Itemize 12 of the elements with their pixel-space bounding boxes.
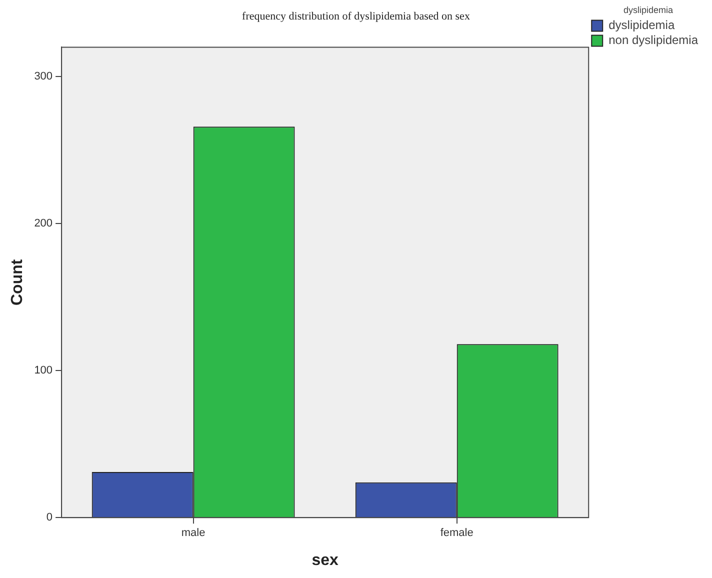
chart-title: frequency distribution of dyslipidemia based on sex: [242, 10, 470, 22]
y-tick-label: 300: [34, 70, 53, 83]
x-tick-label: female: [440, 527, 474, 540]
y-axis-title: Count: [9, 258, 26, 306]
x-tick-label: male: [181, 527, 206, 540]
legend-label: non dyslipidemia: [608, 33, 698, 48]
x-axis-title: sex: [312, 552, 339, 569]
y-tick-label: 100: [34, 364, 53, 377]
y-tick-label: 0: [46, 512, 53, 524]
legend-title: dyslipidemia: [624, 4, 674, 15]
y-tick-label: 200: [34, 218, 53, 230]
legend-label: dyslipidemia: [608, 18, 675, 32]
